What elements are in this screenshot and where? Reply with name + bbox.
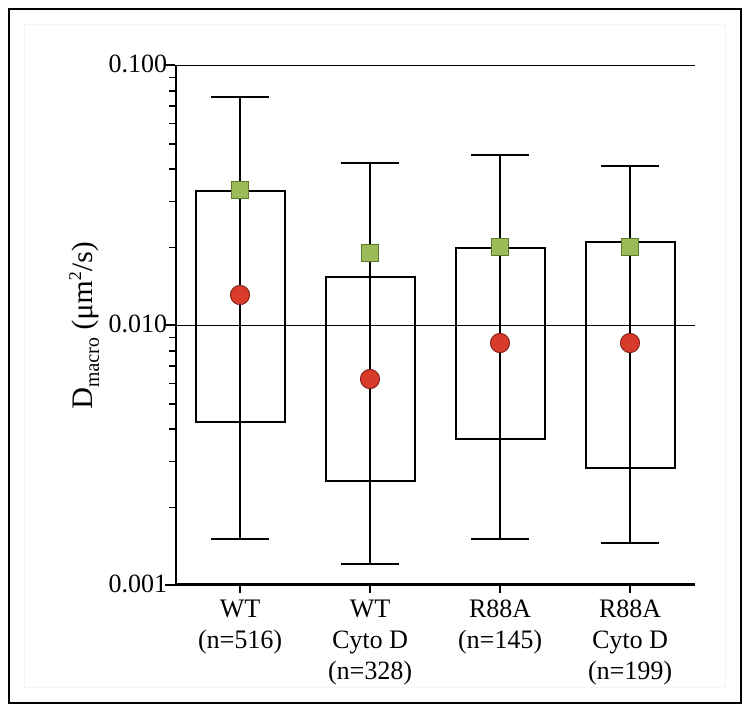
mean-marker (621, 238, 639, 256)
whisker-cap (341, 563, 400, 565)
chart-inner: Dmacro (μm2/s) 0.0010.0100.100 WT(n=516)… (25, 25, 725, 687)
x-tick (629, 585, 631, 593)
gridline (175, 585, 695, 586)
x-category-label: WTCyto D(n=328) (305, 593, 435, 687)
x-tick (239, 585, 241, 593)
y-tick-label: 0.001 (87, 569, 167, 599)
median-marker (360, 369, 380, 389)
y-tick-label: 0.100 (87, 49, 167, 79)
y-tick-label: 0.010 (87, 309, 167, 339)
y-tick-major (165, 584, 175, 586)
median-marker (620, 333, 640, 353)
plot-content (175, 65, 695, 585)
x-category-label: WT(n=516) (175, 593, 305, 655)
x-category-label: R88ACyto D(n=199) (565, 593, 695, 687)
whisker-cap (211, 538, 270, 540)
median-marker (490, 333, 510, 353)
x-tick (369, 585, 371, 593)
whisker-cap (601, 165, 660, 167)
box (585, 241, 676, 469)
box (195, 190, 286, 423)
chart-frame: Dmacro (μm2/s) 0.0010.0100.100 WT(n=516)… (8, 8, 742, 704)
whisker-cap (341, 162, 400, 164)
mean-marker (491, 238, 509, 256)
x-category-label: R88A(n=145) (435, 593, 565, 655)
whisker-cap (471, 154, 530, 156)
median-marker (230, 285, 250, 305)
whisker-cap (211, 96, 270, 98)
y-tick-major (165, 64, 175, 66)
mean-marker (231, 181, 249, 199)
whisker-cap (471, 538, 530, 540)
whisker-cap (601, 542, 660, 544)
x-tick (499, 585, 501, 593)
y-tick-major (165, 324, 175, 326)
mean-marker (361, 244, 379, 262)
